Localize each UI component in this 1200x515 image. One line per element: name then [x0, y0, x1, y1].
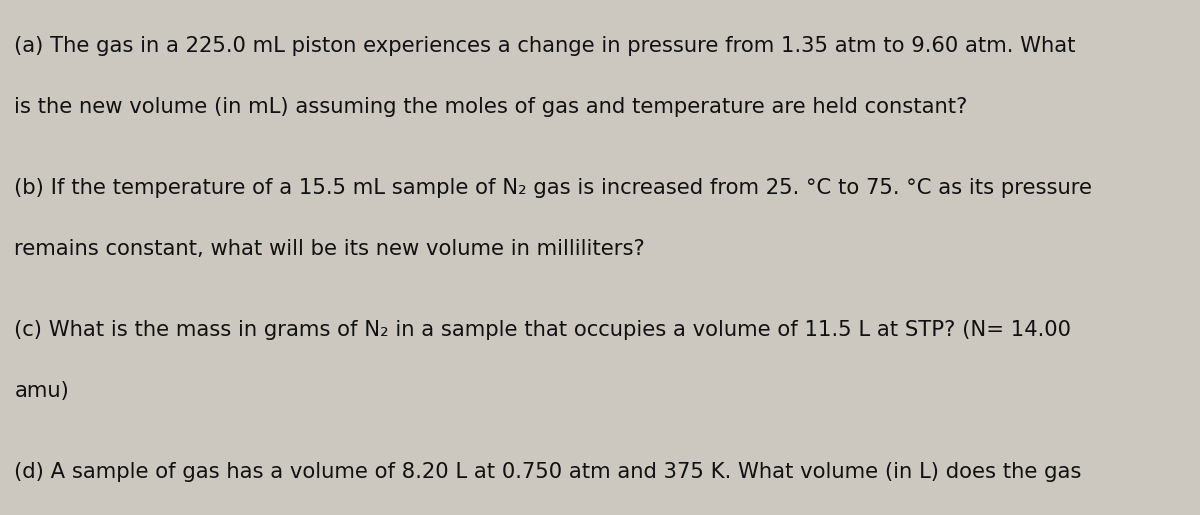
- Text: amu): amu): [14, 381, 70, 401]
- Text: is the new volume (in mL) assuming the moles of gas and temperature are held con: is the new volume (in mL) assuming the m…: [14, 97, 967, 117]
- Text: (a) The gas in a 225.0 mL piston experiences a change in pressure from 1.35 atm : (a) The gas in a 225.0 mL piston experie…: [14, 36, 1076, 56]
- Text: (c) What is the mass in grams of N₂ in a sample that occupies a volume of 11.5 L: (c) What is the mass in grams of N₂ in a…: [14, 320, 1072, 340]
- Text: (d) A sample of gas has a volume of 8.20 L at 0.750 atm and 375 K. What volume (: (d) A sample of gas has a volume of 8.20…: [14, 462, 1081, 483]
- Text: (b) If the temperature of a 15.5 mL sample of N₂ gas is increased from 25. °C to: (b) If the temperature of a 15.5 mL samp…: [14, 178, 1092, 198]
- Text: remains constant, what will be its new volume in milliliters?: remains constant, what will be its new v…: [14, 239, 646, 259]
